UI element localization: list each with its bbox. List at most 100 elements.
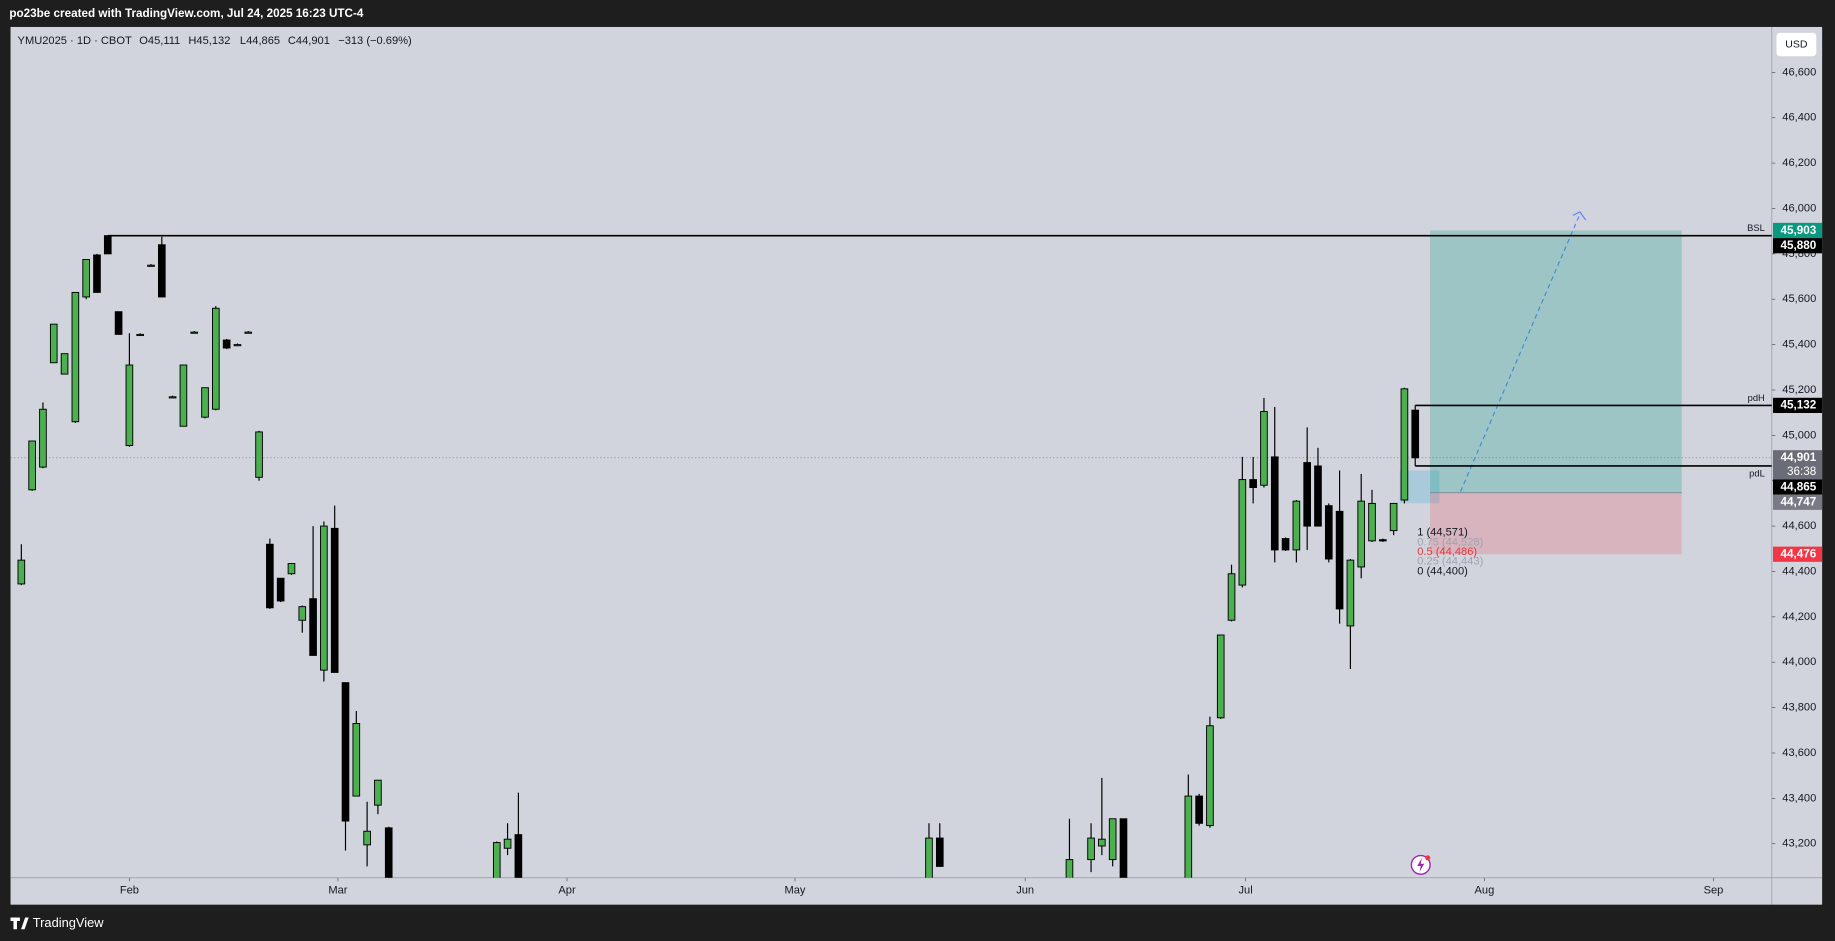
candle-body — [1292, 500, 1301, 551]
y-tick-label: 46,200 — [1782, 157, 1816, 169]
candle-body — [492, 842, 501, 878]
level-label: pdH — [1748, 393, 1765, 403]
price-label: 45,880 — [1781, 239, 1817, 252]
y-tick-label: 43,600 — [1782, 747, 1816, 759]
brand: TradingView — [10, 915, 104, 930]
fib-label: 0.75 (44,528) — [1417, 536, 1483, 548]
symbol: YMU2025 · 1D · CBOT — [18, 35, 132, 47]
price-label-box — [1772, 450, 1823, 480]
plot: 1 (44,571)0.75 (44,528)0.5 (44,486)0.25 … — [10, 211, 1772, 878]
candle-body — [276, 577, 285, 602]
currency-button[interactable] — [1776, 32, 1817, 57]
candle-body — [39, 408, 47, 468]
fib-label: 1 (44,571) — [1417, 527, 1468, 539]
candle-body — [1184, 795, 1193, 878]
projection-arrow — [1459, 213, 1581, 492]
price-label-box — [1772, 222, 1823, 239]
candle-body — [136, 333, 145, 337]
price-label-box — [1772, 494, 1823, 510]
candle-body — [1303, 462, 1311, 527]
price-label: 44,476 — [1781, 548, 1817, 561]
alert-dot[interactable] — [1425, 855, 1431, 861]
candle-body — [1357, 500, 1366, 568]
candle-body — [49, 323, 58, 364]
y-tick-label: 43,400 — [1782, 792, 1816, 804]
candle-body — [212, 307, 220, 410]
y-tick-label: 43,800 — [1782, 702, 1816, 714]
candle-body — [935, 837, 944, 867]
price-label: 45,903 — [1781, 224, 1817, 237]
y-tick-label: 45,200 — [1782, 384, 1816, 396]
candle-body — [1108, 818, 1117, 861]
fib-label: 0 (44,400) — [1417, 565, 1468, 577]
candle-body — [1216, 634, 1225, 719]
x-tick-label: Jun — [1016, 885, 1034, 897]
y-tick-label: 44,000 — [1782, 656, 1816, 668]
candle-body — [222, 339, 231, 349]
watermark: po23be created with TradingView.com, Jul… — [9, 7, 364, 20]
price-label-box — [1772, 546, 1823, 562]
candle-body — [1378, 539, 1387, 542]
x-tick-label: Jul — [1238, 885, 1252, 897]
price-label-box — [1772, 397, 1823, 414]
brand-name: TradingView — [33, 915, 104, 930]
alert-icon[interactable] — [1410, 854, 1431, 875]
candle-body — [1411, 409, 1420, 459]
candle-body — [503, 838, 512, 849]
candle-body — [309, 598, 317, 656]
candle-body — [514, 834, 523, 878]
level-label: BSL — [1747, 223, 1765, 233]
candle-body — [1389, 502, 1398, 532]
y-tick-label: 46,400 — [1782, 112, 1816, 124]
candle-body — [1087, 837, 1095, 861]
candle-body — [60, 353, 69, 375]
candle-body — [1281, 538, 1290, 551]
candle-body — [233, 344, 242, 347]
candle-body — [71, 291, 80, 423]
x-tick-label: Sep — [1704, 885, 1724, 897]
candle-body — [266, 543, 274, 609]
profit-zone — [1430, 230, 1682, 493]
fib-label: 0.5 (44,486) — [1417, 546, 1477, 558]
candle-body — [1324, 505, 1333, 560]
countdown: 36:38 — [1787, 465, 1816, 478]
candle-body — [93, 254, 101, 293]
ohlc-low: L44,865 — [240, 35, 280, 47]
price-label-box — [1772, 238, 1823, 254]
candle-body — [255, 431, 263, 478]
price-label: 45,132 — [1781, 399, 1817, 412]
candle-body — [1227, 573, 1236, 621]
candle-body — [1206, 725, 1214, 827]
candle-body — [179, 364, 188, 427]
candle-body — [103, 235, 112, 255]
candle-body — [298, 606, 307, 621]
header: YMU2025 · 1D · CBOT O45,111 H45,132 L44,… — [18, 35, 412, 47]
y-tick-label: 46,600 — [1782, 66, 1816, 78]
alert-bolt[interactable] — [1417, 857, 1425, 872]
candle-body — [1346, 559, 1355, 627]
loss-zone — [1430, 492, 1682, 555]
projection-arrow-head — [1572, 211, 1587, 221]
candle-body — [17, 559, 26, 585]
y-tick-label: 45,400 — [1782, 339, 1816, 351]
candle-body — [1270, 456, 1279, 551]
candle-body — [147, 264, 155, 267]
candle-body — [1195, 795, 1203, 824]
candle-body — [1335, 510, 1344, 610]
candle-body — [168, 396, 177, 399]
candle-body — [374, 779, 382, 806]
candle-body — [352, 723, 361, 797]
candle-body — [28, 440, 36, 491]
currency[interactable]: USD — [1785, 38, 1808, 50]
candle-body — [114, 311, 123, 335]
ohlc-open: O45,111 — [139, 35, 180, 47]
candle-body — [287, 563, 296, 575]
y-tick-label: 43,200 — [1782, 838, 1816, 850]
price-label: 44,747 — [1781, 496, 1817, 509]
candle-body — [1400, 388, 1409, 501]
candle-body — [157, 244, 166, 298]
ohlc-high: H45,132 — [188, 35, 230, 47]
candle-body — [330, 527, 339, 673]
